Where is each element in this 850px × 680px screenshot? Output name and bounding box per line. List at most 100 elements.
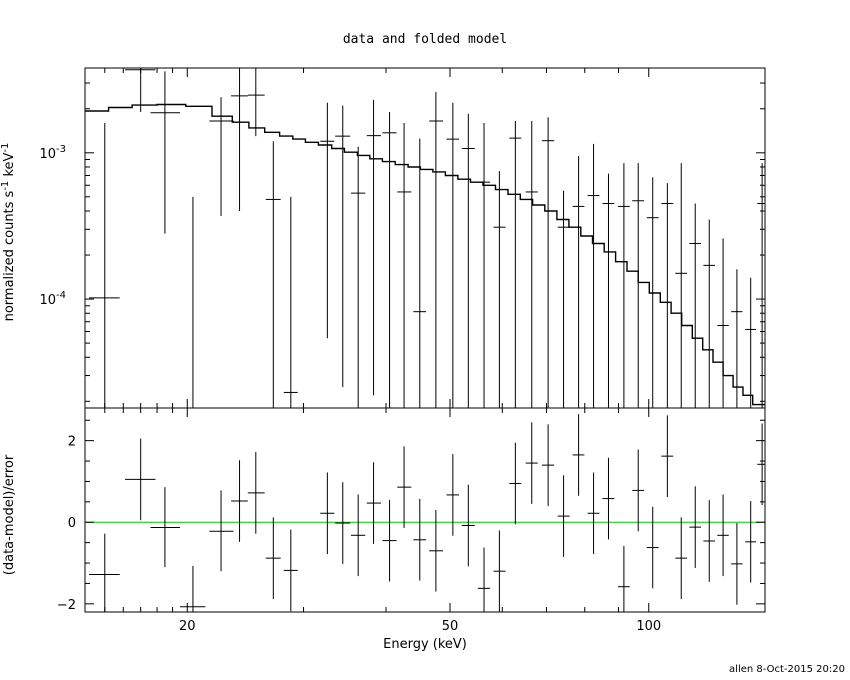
data-point (717, 238, 729, 408)
data-point (366, 99, 381, 396)
residual-point (602, 457, 615, 540)
data-point (557, 190, 570, 408)
data-point (632, 163, 645, 408)
residual-point (446, 454, 460, 536)
data-point (89, 122, 120, 408)
data-point (150, 71, 181, 234)
residual-point (617, 545, 630, 612)
residual-point (320, 472, 335, 555)
residual-point (247, 452, 265, 534)
data-point (525, 120, 538, 408)
data-point (587, 143, 600, 408)
bottom-y-tick-labels: −2 0 2 (57, 435, 76, 613)
data-point (247, 68, 265, 137)
bottom-plot-frame (84, 407, 766, 613)
data-point (493, 171, 506, 408)
residual-point (125, 438, 156, 521)
y-tick-label: 0 (68, 516, 76, 531)
data-point (689, 203, 702, 408)
residual-point (265, 517, 281, 599)
residual-point (350, 494, 366, 577)
data-point (429, 92, 444, 408)
data-point (231, 68, 248, 212)
residual-point (335, 482, 351, 564)
residual-points (89, 414, 765, 612)
residual-point (397, 446, 412, 528)
data-point (646, 177, 659, 408)
data-point (283, 196, 298, 408)
bottom-axis-ticks (85, 408, 765, 612)
residual-point (632, 449, 645, 532)
y-tick-label: 2 (68, 435, 76, 450)
x-tick-label: 20 (179, 619, 196, 634)
bottom-y-axis-label: (data-model)/error (2, 454, 17, 575)
residual-point (429, 510, 444, 592)
residual-point (509, 442, 522, 525)
residual-point (557, 475, 570, 557)
residual-point (745, 501, 757, 583)
x-tick-label: 50 (442, 619, 459, 634)
chart-title: data and folded model (343, 32, 507, 47)
residual-point (703, 500, 716, 582)
data-point (661, 183, 674, 408)
y-tick-label: 10-3 (39, 144, 66, 162)
residual-point (461, 484, 475, 567)
residual-point (646, 506, 659, 589)
footer-timestamp: allen 8-Oct-2015 20:20 (729, 664, 845, 675)
top-plot-frame (84, 67, 766, 409)
residual-point (493, 530, 506, 612)
x-tick-labels: 20 50 100 (179, 619, 661, 634)
bottom-panel (84, 407, 766, 613)
data-point (675, 163, 688, 408)
y-tick-label: 10-4 (39, 290, 66, 308)
residual-point (150, 487, 181, 568)
data-point (731, 269, 743, 408)
top-y-tick-labels: 10-3 10-4 (39, 144, 66, 308)
data-point (572, 156, 585, 408)
residual-point (572, 414, 585, 496)
data-point (209, 97, 234, 216)
residual-point (541, 424, 555, 506)
data-point (461, 113, 475, 408)
x-axis-label: Energy (keV) (383, 637, 467, 652)
residual-point (366, 462, 381, 544)
top-axis-ticks (85, 68, 765, 408)
data-point (757, 163, 765, 408)
data-point (509, 120, 522, 408)
residual-point (382, 499, 397, 582)
data-point (265, 141, 281, 408)
residual-point (731, 523, 743, 605)
residual-point (180, 565, 206, 612)
top-model-curve (85, 103, 765, 406)
residual-point (757, 423, 765, 506)
residual-point (689, 486, 702, 568)
y-tick-label: −2 (57, 598, 76, 613)
data-point (350, 146, 366, 408)
top-data-points (89, 68, 765, 408)
data-point (382, 112, 397, 408)
data-point (477, 122, 491, 408)
residual-point (675, 517, 688, 599)
data-point (745, 277, 757, 408)
residual-point (89, 533, 120, 612)
data-point (703, 219, 716, 408)
data-point (602, 173, 615, 408)
data-point (446, 102, 460, 408)
residual-point (587, 472, 600, 555)
residual-point (525, 422, 538, 504)
residual-point (413, 498, 427, 581)
model-step-line (85, 103, 765, 406)
x-tick-label: 100 (636, 619, 661, 634)
residual-point (477, 547, 491, 612)
data-point (397, 122, 412, 408)
residual-point (209, 490, 234, 572)
data-point (320, 102, 335, 339)
residual-point (661, 415, 674, 497)
data-point (617, 163, 630, 408)
data-point (413, 138, 427, 408)
residual-point (717, 494, 729, 577)
top-panel (84, 67, 766, 409)
residual-point (283, 529, 298, 612)
top-y-axis-label: normalized counts s-1 keV-1 (0, 143, 17, 322)
